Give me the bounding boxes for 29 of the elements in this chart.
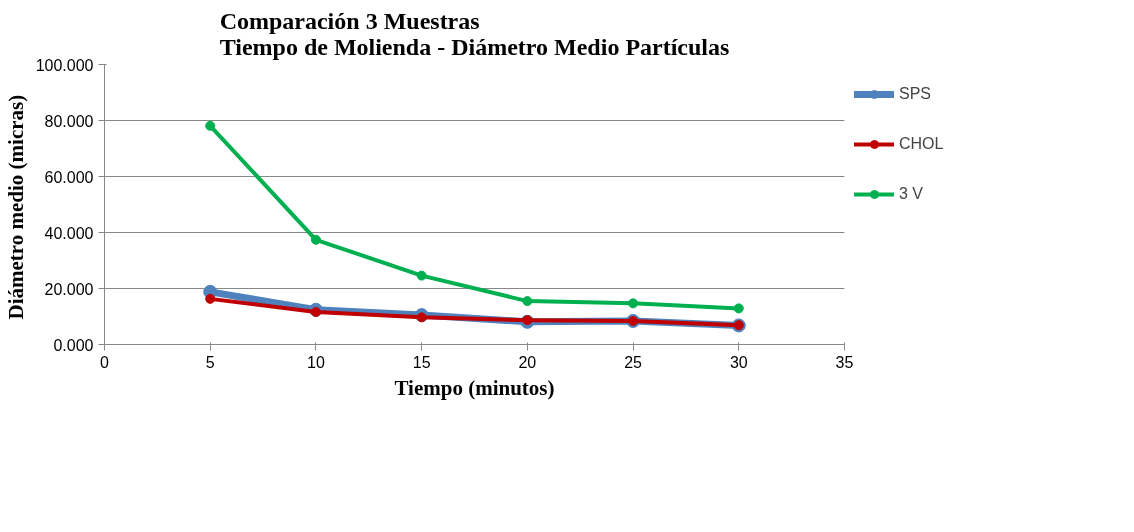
- y-tick-label: 100.000: [35, 56, 94, 74]
- point: [416, 312, 427, 323]
- point: [522, 296, 533, 307]
- x-tick-label: 20: [518, 353, 537, 371]
- point: [733, 303, 744, 314]
- point: [628, 298, 639, 309]
- x-tick-label: 35: [835, 353, 854, 371]
- legend-label: 3 V: [899, 185, 924, 203]
- y-tick-label: 20.000: [44, 280, 94, 298]
- y-tick-label: 80.000: [44, 112, 94, 130]
- y-tick-label: 60.000: [44, 168, 94, 186]
- legend-label: CHOL: [899, 135, 944, 153]
- x-tick-label: 0: [100, 353, 110, 371]
- x-axis-title: Tiempo (minutos): [394, 375, 555, 400]
- chart-title: Comparación 3 Muestras Tiempo de Molienda - Diámetro Medio Partículas: [219, 7, 730, 60]
- point: [205, 120, 216, 131]
- point: [310, 234, 321, 245]
- x-tick-label: 5: [205, 353, 215, 371]
- y-tick-label: 40.000: [44, 224, 94, 242]
- y-tick-label: 0.000: [53, 336, 94, 354]
- y-axis-title: Diámetro medio (micras): [3, 94, 28, 320]
- legend-label: SPS: [899, 85, 932, 103]
- point: [310, 307, 321, 318]
- point: [205, 293, 216, 304]
- x-tick-label: 15: [412, 353, 431, 371]
- point: [416, 270, 427, 281]
- x-tick-label: 30: [729, 353, 748, 371]
- x-tick-label: 10: [307, 353, 325, 371]
- x-tick-label: 25: [624, 353, 643, 371]
